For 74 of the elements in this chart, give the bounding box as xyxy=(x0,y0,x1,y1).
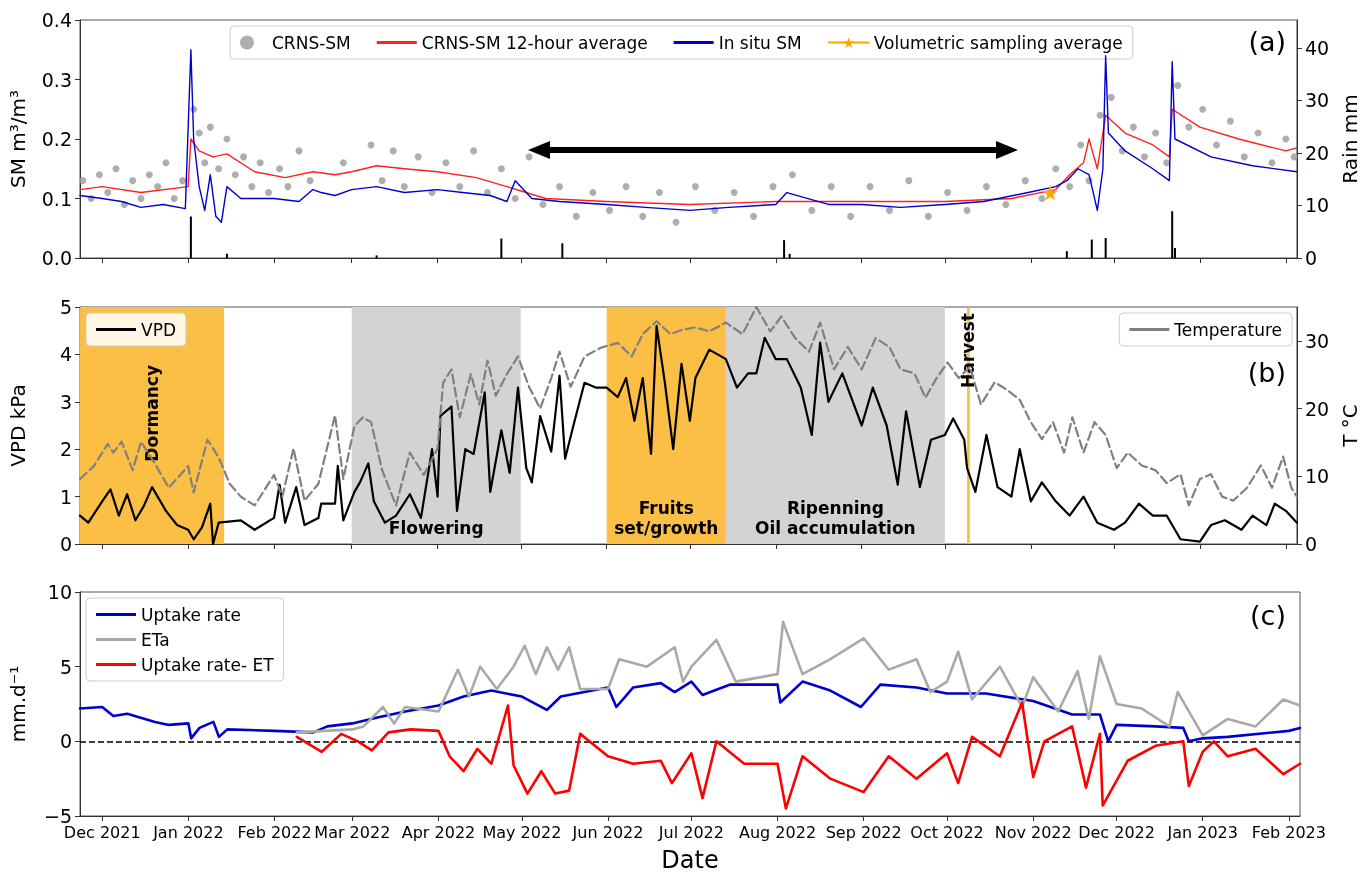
band-label: Fruits set/growth xyxy=(614,498,719,538)
band-label: Ripenning Oil accumulation xyxy=(755,498,916,538)
legend-label: Volumetric sampling average xyxy=(873,32,1123,53)
y-tick-label: 1 xyxy=(59,485,72,508)
y-tick-label: 3 xyxy=(59,390,72,413)
band-label: Dormancy xyxy=(142,365,163,462)
line-series xyxy=(78,680,1302,743)
y2-tick-label: 20 xyxy=(1304,397,1330,420)
y-tick-label: 0 xyxy=(59,730,72,753)
bar xyxy=(189,216,192,258)
y2-tick-label: 20 xyxy=(1304,141,1330,164)
y-axis-title: SM m³/m³ xyxy=(6,89,30,189)
y-tick-label: 0.3 xyxy=(41,68,72,91)
y2-tick-label: 0 xyxy=(1304,533,1318,555)
y-tick-label: 0.1 xyxy=(41,187,72,210)
y-tick-label: 0 xyxy=(59,533,72,555)
x-axis-title: Date xyxy=(661,846,719,874)
annotation: (a) xyxy=(1248,26,1287,57)
legend-label: Uptake rate xyxy=(141,604,241,625)
bar xyxy=(783,240,786,258)
y-tick-label: 5 xyxy=(59,296,72,318)
x-tick-label: Nov 2022 xyxy=(994,822,1072,842)
y-tick-label: 2 xyxy=(59,438,72,461)
y2-tick-label: 40 xyxy=(1304,36,1330,59)
legend-label: ETa xyxy=(141,629,170,650)
y-tick-label: 4 xyxy=(59,343,72,366)
bar xyxy=(1104,238,1107,258)
y-tick-label: 5 xyxy=(59,655,72,678)
legend-label: VPD xyxy=(141,319,176,340)
bar xyxy=(788,253,791,258)
bar xyxy=(375,255,378,258)
x-tick-label: Feb 2023 xyxy=(1251,822,1326,842)
bar xyxy=(225,253,228,258)
legend-label: Uptake rate- ET xyxy=(141,654,275,675)
y2-tick-label: 10 xyxy=(1304,465,1330,488)
band-label: Harvest xyxy=(958,313,979,388)
y-tick-label: 0.0 xyxy=(41,247,72,269)
x-tick-label: Feb 2022 xyxy=(237,822,312,842)
y2-tick-label: 30 xyxy=(1304,329,1330,352)
x-tick-label: Jun 2022 xyxy=(571,822,644,842)
bar xyxy=(1065,251,1068,258)
band-label: Flowering xyxy=(388,518,484,538)
annotation: (c) xyxy=(1250,600,1287,631)
y-axis-title: VPD kPa xyxy=(6,384,30,467)
x-tick-label: Aug 2022 xyxy=(739,822,817,842)
y-tick-label: 0.4 xyxy=(41,9,72,31)
y2-tick-label: 30 xyxy=(1304,89,1330,112)
line-series xyxy=(295,701,1302,810)
bar xyxy=(1171,211,1174,258)
x-tick-label: Mar 2022 xyxy=(314,822,391,842)
legend-label: Temperature xyxy=(1173,319,1282,340)
y-axis-title: mm.d⁻¹ xyxy=(6,665,30,743)
x-tick-label: Jan 2022 xyxy=(152,822,224,842)
y-tick-label: 0.2 xyxy=(41,128,72,150)
bar xyxy=(500,238,503,258)
annotation: (b) xyxy=(1247,357,1287,388)
x-tick-label: Jul 2022 xyxy=(657,822,724,842)
legend-label: In situ SM xyxy=(718,32,802,53)
y2-tick-label: 0 xyxy=(1304,247,1318,269)
y2-axis-title: Rain mm xyxy=(1338,94,1362,184)
y2-axis-title: T °C xyxy=(1338,404,1362,448)
y-tick-label: 10 xyxy=(47,581,72,603)
x-tick-label: Sep 2022 xyxy=(825,822,902,842)
bar xyxy=(561,243,564,258)
legend-label: CRNS-SM xyxy=(272,32,351,53)
line-series xyxy=(79,108,1298,206)
y2-tick-label: 10 xyxy=(1304,194,1330,217)
bar xyxy=(1090,239,1093,258)
x-tick-label: Apr 2022 xyxy=(401,822,476,842)
x-tick-label: Dec 2022 xyxy=(1078,822,1155,842)
x-tick-label: Jan 2023 xyxy=(1166,822,1238,842)
x-tick-label: May 2022 xyxy=(482,822,562,842)
x-tick-label: Oct 2022 xyxy=(910,822,984,842)
legend-label: CRNS-SM 12-hour average xyxy=(421,32,648,53)
